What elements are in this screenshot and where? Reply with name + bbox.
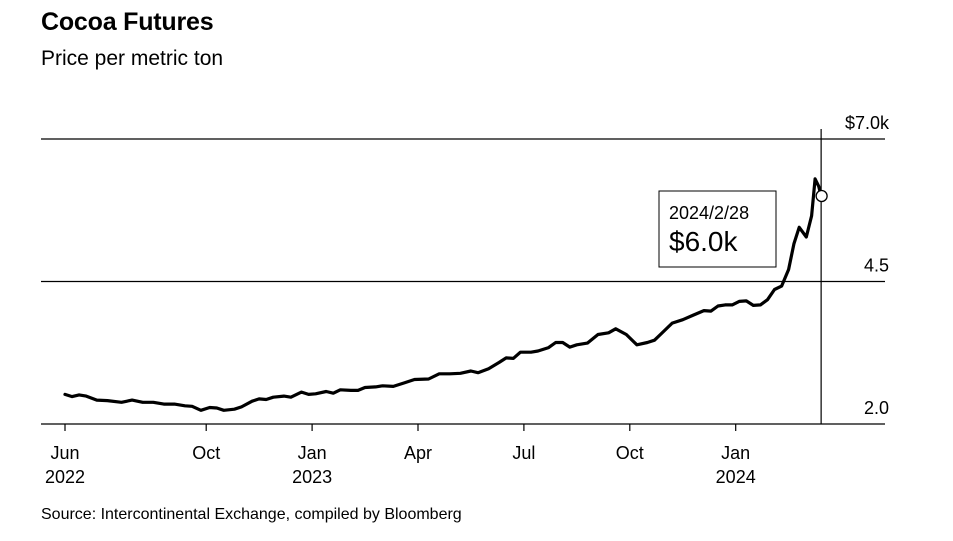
x-tick-label: Oct <box>192 443 220 463</box>
x-tick-label: Jun <box>50 443 79 463</box>
x-tick-label: Jan <box>721 443 750 463</box>
tooltip: 2024/2/28 $6.0k <box>658 190 777 268</box>
chart-title: Cocoa Futures <box>41 8 214 36</box>
highlight-point[interactable] <box>815 189 828 203</box>
chart-subtitle: Price per metric ton <box>41 47 224 70</box>
y-tick-label: 4.5 <box>864 256 889 276</box>
tooltip-box <box>658 190 777 268</box>
tooltip-date: 2024/2/28 <box>669 203 749 223</box>
x-tick-label: Oct <box>616 443 644 463</box>
series-line <box>63 177 823 412</box>
y-tick-label: 2.0 <box>864 398 889 418</box>
x-tick-label: Apr <box>404 443 432 463</box>
tooltip-value: $6.0k <box>669 226 738 257</box>
x-tick-year: 2023 <box>292 467 332 487</box>
x-tick-year: 2022 <box>45 467 85 487</box>
source-note: Source: Intercontinental Exchange, compi… <box>41 506 462 523</box>
y-tick-label: $7.0k <box>845 113 890 133</box>
x-tick-year: 2024 <box>716 467 756 487</box>
x-tick-label: Jan <box>298 443 327 463</box>
x-tick-label: Jul <box>512 443 535 463</box>
